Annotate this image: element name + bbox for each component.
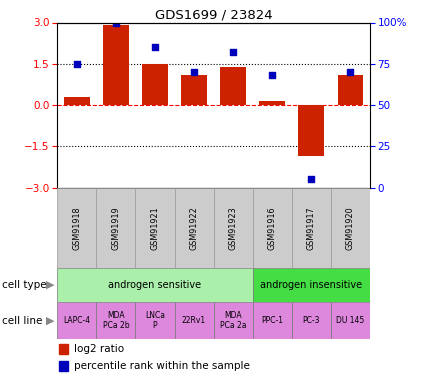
Text: GSM91921: GSM91921	[150, 206, 159, 250]
Bar	[292, 302, 331, 339]
Bar	[292, 188, 331, 268]
Bar	[136, 302, 175, 339]
Bar	[252, 268, 370, 302]
Point	[308, 176, 314, 182]
Bar	[57, 268, 252, 302]
Bar	[60, 344, 68, 354]
Text: MDA
PCa 2a: MDA PCa 2a	[220, 311, 246, 330]
Bar	[331, 302, 370, 339]
Point	[191, 69, 198, 75]
Text: androgen insensitive: androgen insensitive	[260, 280, 362, 290]
Text: percentile rank within the sample: percentile rank within the sample	[74, 361, 250, 371]
Text: GSM91923: GSM91923	[229, 206, 238, 250]
Bar	[96, 302, 136, 339]
Bar	[252, 188, 292, 268]
Bar	[136, 188, 175, 268]
Text: LAPC-4: LAPC-4	[63, 316, 91, 325]
Text: LNCa
P: LNCa P	[145, 311, 165, 330]
Point	[152, 44, 159, 50]
Bar	[57, 302, 96, 339]
Text: ▶: ▶	[46, 316, 54, 326]
Bar	[57, 188, 96, 268]
Point	[269, 72, 275, 78]
Text: 22Rv1: 22Rv1	[182, 316, 206, 325]
Point	[74, 61, 80, 67]
Bar	[96, 188, 136, 268]
Bar	[331, 188, 370, 268]
Text: GSM91918: GSM91918	[72, 206, 82, 250]
Title: GDS1699 / 23824: GDS1699 / 23824	[155, 8, 272, 21]
Bar	[213, 302, 252, 339]
Bar	[64, 97, 90, 105]
Bar	[60, 361, 68, 371]
Text: GSM91922: GSM91922	[190, 206, 198, 250]
Bar	[142, 64, 168, 105]
Bar	[213, 188, 252, 268]
Bar	[175, 188, 213, 268]
Text: GSM91920: GSM91920	[346, 206, 355, 250]
Bar	[337, 75, 363, 105]
Text: cell type: cell type	[2, 280, 47, 290]
Bar	[259, 101, 285, 105]
Bar	[298, 105, 324, 156]
Point	[347, 69, 354, 75]
Bar	[103, 25, 129, 105]
Text: DU 145: DU 145	[336, 316, 364, 325]
Text: log2 ratio: log2 ratio	[74, 344, 125, 354]
Bar	[221, 66, 246, 105]
Text: GSM91916: GSM91916	[268, 206, 277, 250]
Bar	[175, 302, 213, 339]
Text: androgen sensitive: androgen sensitive	[108, 280, 201, 290]
Point	[113, 20, 119, 26]
Bar	[252, 302, 292, 339]
Point	[230, 49, 236, 55]
Bar	[181, 75, 207, 105]
Text: PC-3: PC-3	[303, 316, 320, 325]
Text: MDA
PCa 2b: MDA PCa 2b	[102, 311, 129, 330]
Text: cell line: cell line	[2, 316, 42, 326]
Text: ▶: ▶	[46, 280, 54, 290]
Text: PPC-1: PPC-1	[261, 316, 283, 325]
Text: GSM91919: GSM91919	[111, 206, 120, 250]
Text: GSM91917: GSM91917	[307, 206, 316, 250]
